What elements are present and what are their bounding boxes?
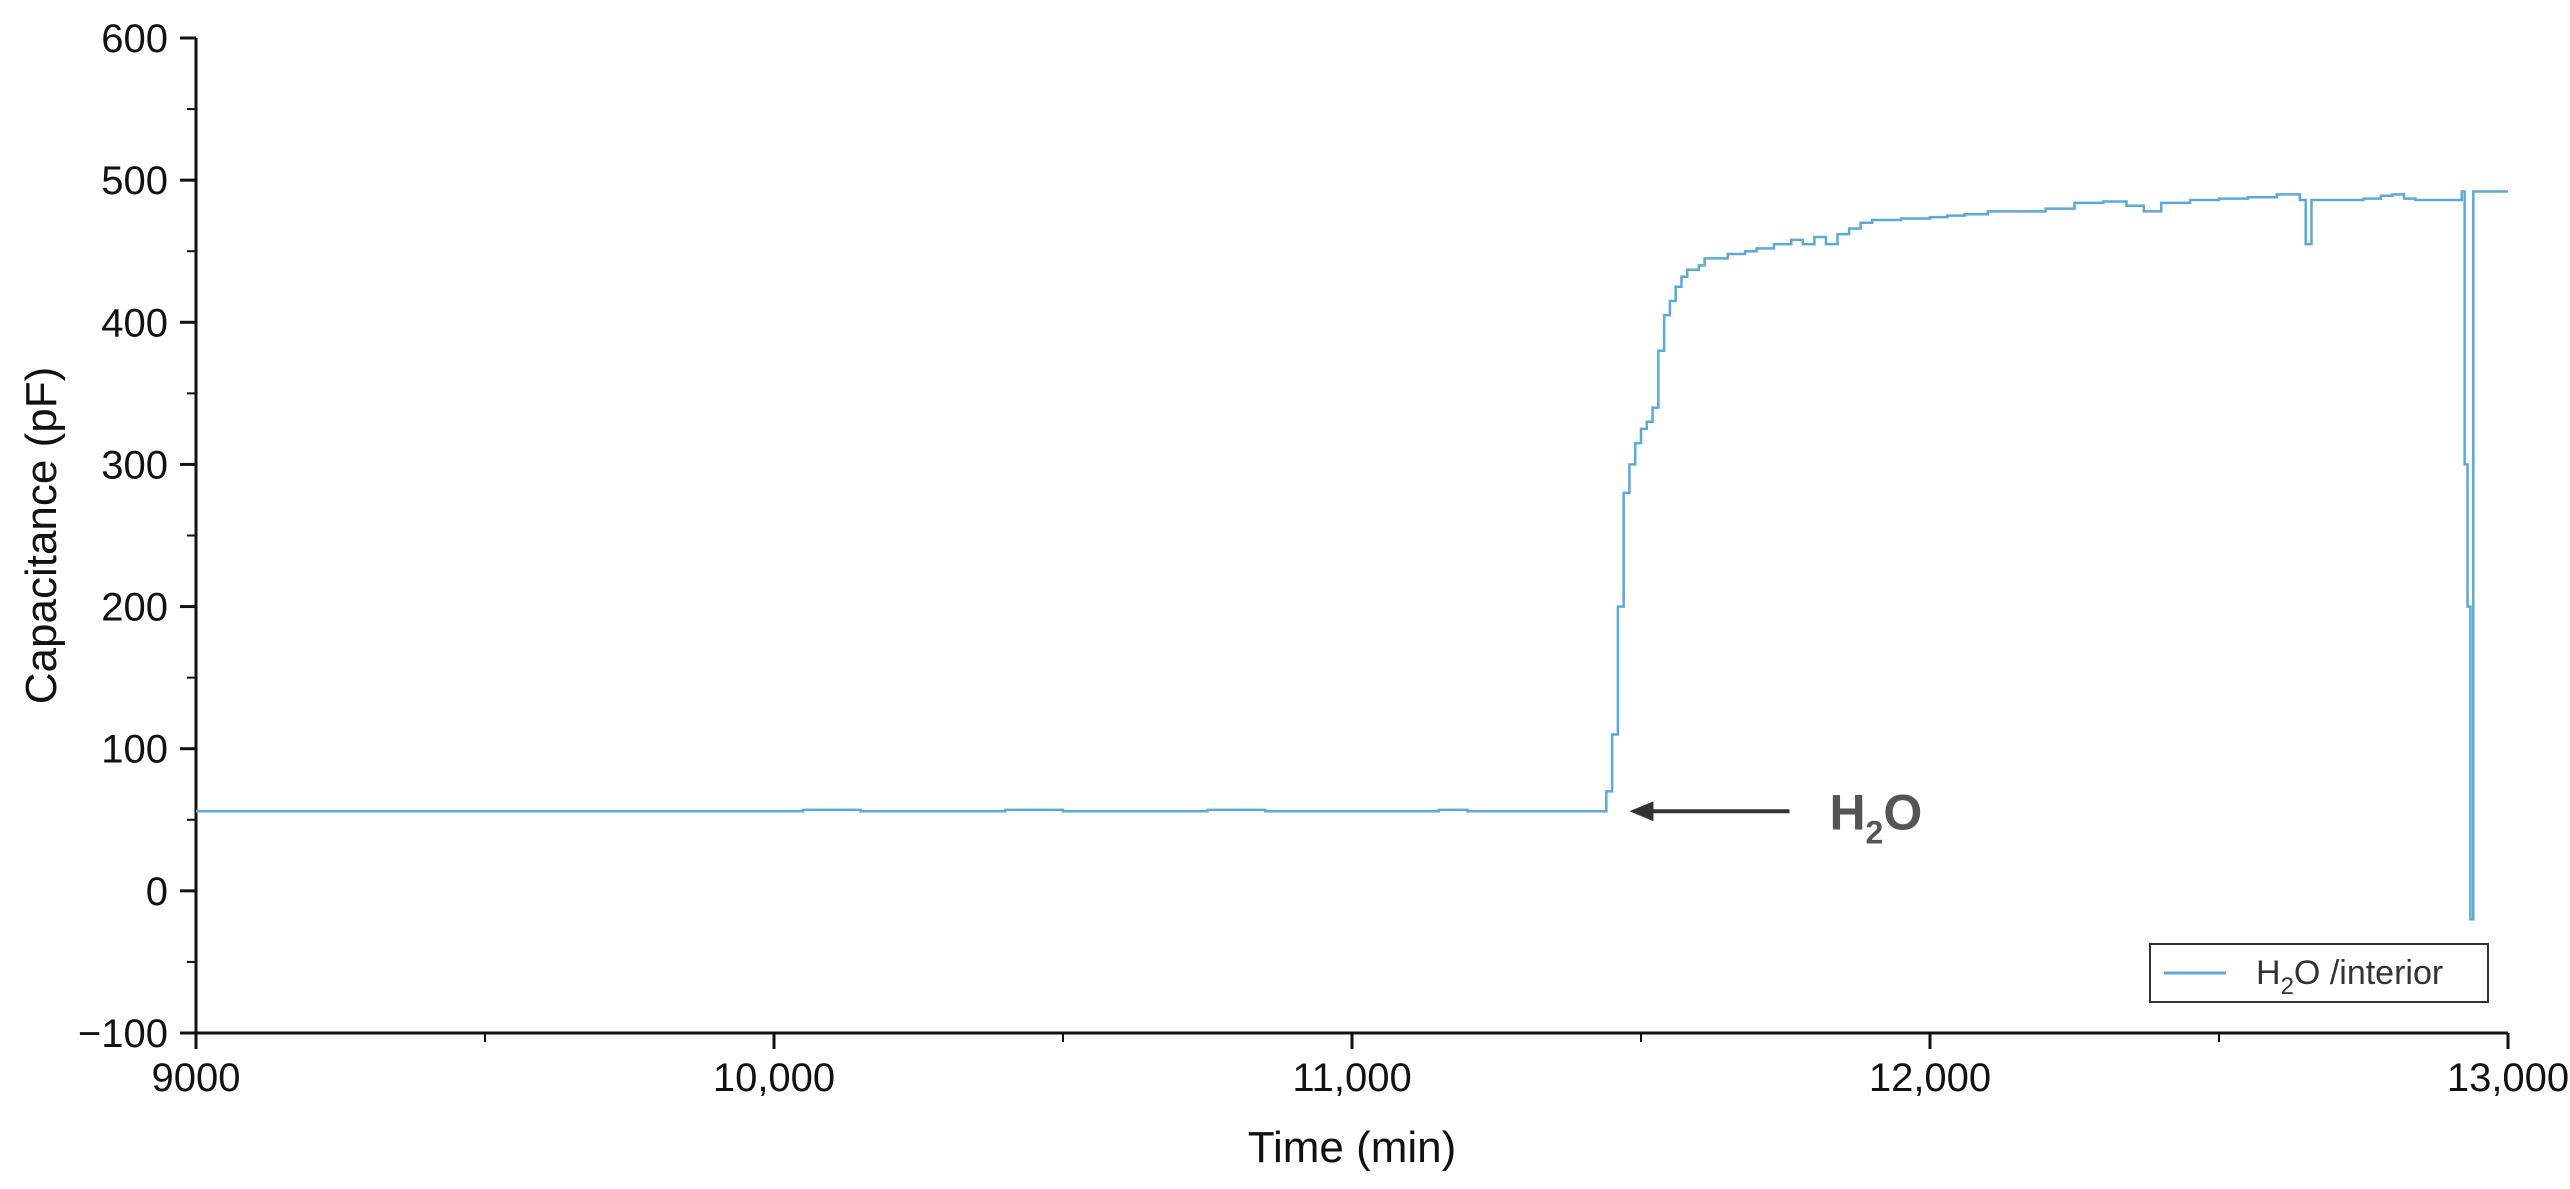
x-tick-label: 11,000 [1292, 1056, 1411, 1100]
legend: H2O /interior [2149, 943, 2489, 1003]
annotation-label-subscript: 2 [1866, 814, 1884, 850]
y-tick-label: 400 [101, 301, 168, 345]
series-line-0 [196, 190, 2508, 921]
x-axis-title: Time (min) [1248, 1123, 1457, 1172]
legend-label-main: H [2256, 954, 2281, 992]
annotation-arrow-head [1629, 801, 1654, 822]
y-tick-label: 300 [101, 443, 168, 487]
annotation-label-main: H [1829, 784, 1865, 840]
x-tick-label: 13,000 [2447, 1056, 2569, 1100]
y-tick-label: 0 [146, 870, 168, 914]
x-tick-label: 10,000 [713, 1056, 835, 1100]
h2o-annotation: H2O [1629, 784, 1922, 850]
legend-label-rest: O /interior [2294, 954, 2443, 992]
y-tick-label: 600 [101, 17, 168, 61]
y-axis-ticks: −100 0 100 200 300 400 500 600 [78, 17, 196, 1056]
legend-entry-label: H2O /interior [2256, 954, 2443, 1000]
legend-label-subscript: 2 [2281, 973, 2294, 1000]
x-tick-label: 9000 [152, 1056, 241, 1100]
plot-frame [194, 38, 2508, 1035]
x-axis-ticks: 9000 10,000 11,000 12,000 13,000 [152, 1033, 2569, 1100]
annotation-label-rest: O [1883, 784, 1922, 840]
x-tick-label: 12,000 [1869, 1056, 1991, 1100]
y-tick-label: 200 [101, 586, 168, 630]
y-tick-label: −100 [78, 1012, 168, 1056]
annotation-label: H2O [1829, 784, 1922, 850]
series-layer [196, 190, 2508, 921]
y-tick-label: 500 [101, 159, 168, 203]
y-axis-title: Capacitance (pF) [17, 367, 66, 704]
y-tick-label: 100 [101, 728, 168, 772]
